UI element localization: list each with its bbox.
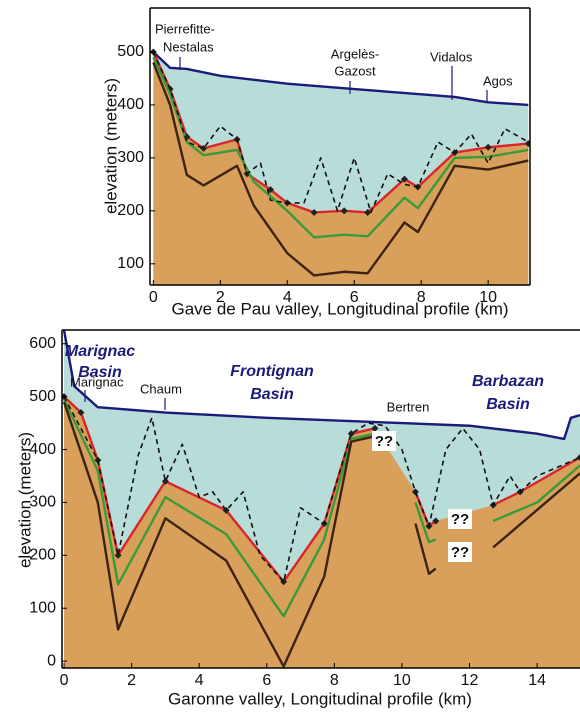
place-label: Vidalos xyxy=(430,49,473,64)
x-tick-label: 14 xyxy=(528,672,546,689)
uncertain-label: ?? xyxy=(375,433,393,450)
y-axis-title: elevation (meters) xyxy=(15,432,34,568)
y-tick-label: 200 xyxy=(117,202,144,219)
y-tick-label: 0 xyxy=(47,652,56,669)
x-tick-label: 0 xyxy=(60,672,69,689)
x-tick-label: 6 xyxy=(262,672,271,689)
y-tick-label: 100 xyxy=(117,255,144,272)
x-axis-title: Gave de Pau valley, Longitudinal profile… xyxy=(171,299,508,318)
basin-label: Basin xyxy=(486,396,530,413)
x-tick-label: 0 xyxy=(149,289,158,306)
basin-label: Marignac xyxy=(65,343,135,360)
figure: 100 200 300 400 500 0 2 4 6 8 10 elevation (meters)… xyxy=(0,0,580,716)
y-tick-label: 500 xyxy=(117,43,144,60)
basin-label: Frontignan xyxy=(230,363,314,380)
y-tick-label: 500 xyxy=(29,388,56,405)
x-tick-label: 8 xyxy=(330,672,339,689)
y-tick-label: 100 xyxy=(29,599,56,616)
place-label: Gazost xyxy=(334,63,376,78)
y-tick-label: 600 xyxy=(29,335,56,352)
x-axis-title: Garonne valley, Longitudinal profile (km… xyxy=(168,689,472,708)
basin-label: Barbazan xyxy=(472,373,544,390)
x-tick-label: 10 xyxy=(393,672,411,689)
place-label: Pierrefitte- xyxy=(155,21,215,36)
y-tick-label: 300 xyxy=(117,149,144,166)
x-tick-label: 2 xyxy=(127,672,136,689)
place-label: Nestalas xyxy=(163,39,214,54)
place-label: Agos xyxy=(483,73,513,88)
plot xyxy=(150,48,532,290)
y-tick-label: 400 xyxy=(117,96,144,113)
place-label: Argelès- xyxy=(331,46,379,61)
place-label: Bertren xyxy=(387,399,430,414)
uncertain-label: ?? xyxy=(451,544,469,561)
uncertain-label: ?? xyxy=(451,511,469,528)
basin-label: Basin xyxy=(250,386,294,403)
basin-label: Basin xyxy=(78,364,122,381)
x-tick-label: 12 xyxy=(461,672,479,689)
y-axis-title: elevation (meters) xyxy=(101,78,120,214)
x-tick-label: 4 xyxy=(195,672,204,689)
place-label: Chaum xyxy=(140,381,182,396)
